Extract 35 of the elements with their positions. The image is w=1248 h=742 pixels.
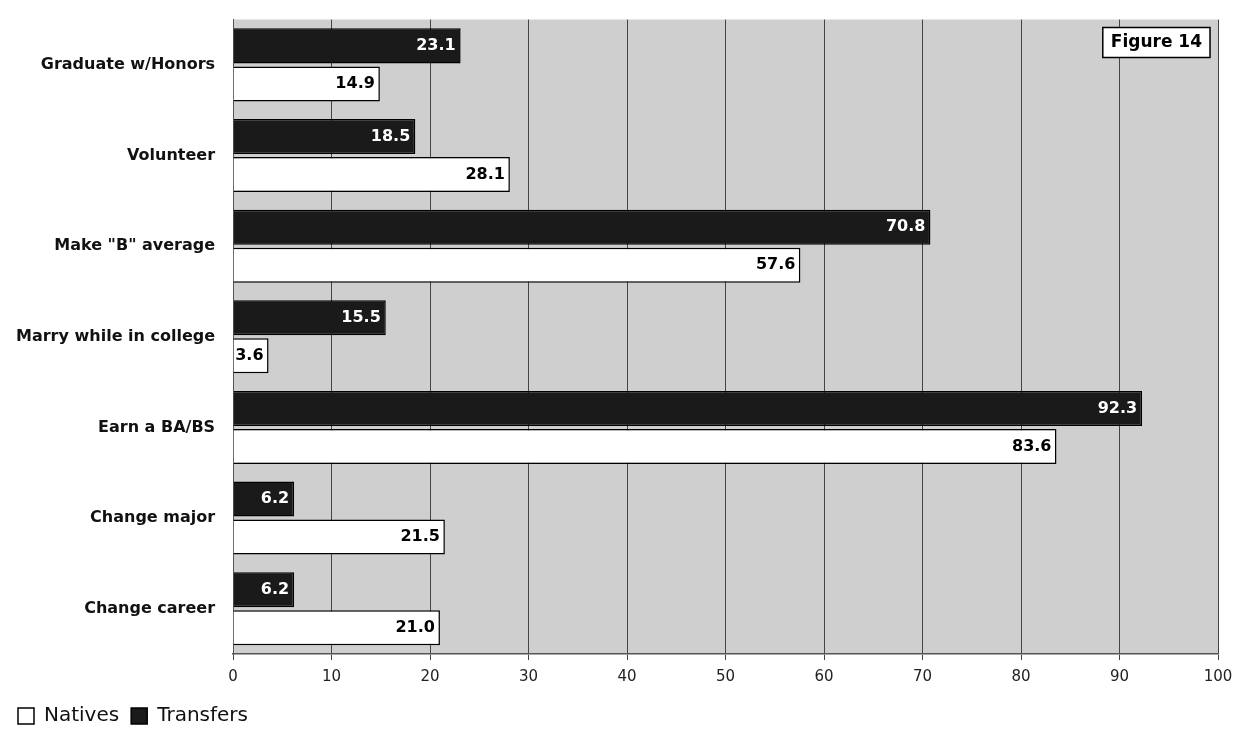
- annotation: Figure 14: [1110, 31, 1203, 52]
- text: 21.5: [400, 526, 440, 546]
- legend-label: Transfers: [156, 702, 249, 727]
- y-tick-label: Graduate w/Honors: [40, 54, 216, 74]
- text: 3.6: [235, 344, 264, 364]
- x-tick-label: 70: [912, 666, 933, 685]
- x-tick-label: 0: [228, 666, 238, 685]
- y-tick-label: Make "B" average: [54, 235, 216, 255]
- text: 6.2: [260, 578, 290, 598]
- y-tick-label: Change major: [90, 507, 216, 527]
- text: 70.8: [885, 216, 926, 236]
- text: 14.9: [335, 73, 375, 93]
- text: 23.1: [416, 35, 456, 55]
- text: 18.5: [370, 125, 411, 145]
- x-tick-label: 30: [519, 666, 539, 685]
- text: 21.0: [395, 616, 435, 636]
- x-tick-label: 40: [617, 666, 637, 685]
- text: 15.5: [341, 306, 381, 326]
- legend-label: Natives: [44, 702, 120, 727]
- text: 83.6: [1011, 435, 1052, 455]
- text: 28.1: [465, 163, 505, 183]
- y-tick-label: Marry while in college: [16, 325, 216, 345]
- x-tick-label: 90: [1109, 666, 1130, 685]
- y-tick-label: Earn a BA/BS: [98, 416, 216, 436]
- x-tick-label: 10: [322, 666, 342, 685]
- x-tick-label: 100: [1203, 666, 1233, 685]
- x-tick-label: 80: [1011, 666, 1031, 685]
- y-tick-label: Change career: [84, 597, 216, 617]
- x-tick-label: 60: [814, 666, 834, 685]
- x-tick-label: 50: [716, 666, 736, 685]
- x-tick-label: 20: [420, 666, 440, 685]
- text: 57.6: [755, 254, 796, 274]
- y-tick-label: Volunteer: [127, 144, 216, 164]
- text: 92.3: [1097, 397, 1138, 417]
- text: 6.2: [260, 488, 290, 508]
